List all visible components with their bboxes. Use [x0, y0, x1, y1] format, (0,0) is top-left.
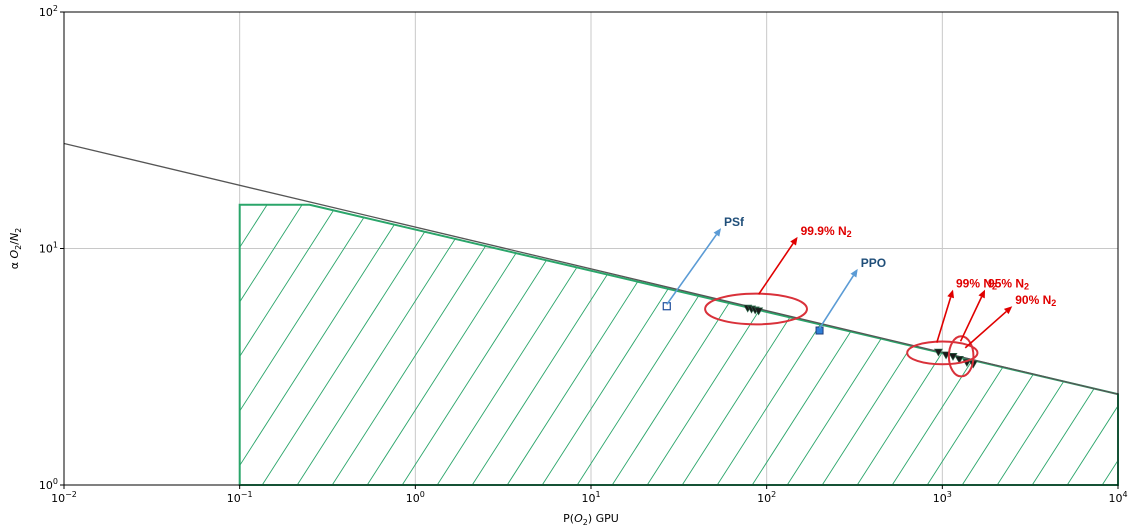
- annotation-arrowhead: [947, 289, 955, 299]
- y-tick-base: 10: [39, 6, 53, 19]
- y-axis-title-symbol: N: [8, 233, 21, 241]
- hatch-line: [239, 204, 465, 486]
- annotation-arrow: [666, 234, 718, 305]
- x-tick-label: 100: [406, 490, 425, 505]
- x-tick-exponent: 2: [771, 490, 776, 499]
- hatch-line: [1028, 204, 1118, 486]
- annotation-arrow: [818, 275, 855, 329]
- x-tick-label: 102: [757, 490, 776, 505]
- x-tick-label: 10−2: [51, 490, 77, 505]
- annotation-arrowhead: [850, 268, 858, 278]
- highlight-ellipse: [947, 335, 975, 378]
- highlight-ellipses: [704, 292, 979, 378]
- x-tick-base: 10: [406, 492, 420, 505]
- annotation-label-main: 95% N: [988, 277, 1024, 291]
- annotation-arrow: [959, 296, 983, 342]
- x-tick-base: 10: [581, 492, 595, 505]
- annotation-label-main: PSf: [724, 215, 745, 229]
- hatch-line: [0, 7, 9, 490]
- y-axis-title-part: /: [8, 241, 21, 245]
- annotation-label-subscript: 2: [992, 282, 997, 292]
- grid: [64, 12, 1118, 485]
- x-axis-title-part: ) GPU: [588, 512, 619, 525]
- annotation-label-main: 99.9% N: [801, 224, 847, 238]
- highlight-ellipse: [906, 340, 979, 366]
- x-tick-exponent: −1: [241, 490, 253, 499]
- annotation-arrow: [936, 297, 952, 343]
- annotation-arrowhead: [790, 236, 798, 246]
- x-ticks: 10−2 10−1 100 101 102 103 104: [51, 485, 1128, 505]
- annotation-label-subscript: 2: [1024, 282, 1029, 292]
- hatch-line: [993, 204, 1118, 486]
- annotation-arrowhead: [713, 228, 722, 237]
- annotation-arrowhead: [978, 289, 986, 299]
- y-tick-base: 10: [39, 479, 53, 492]
- x-tick-exponent: 1: [595, 490, 600, 499]
- annotation-label: 95% N2: [988, 277, 1029, 292]
- y-tick-exponent: 1: [53, 241, 58, 250]
- triangle-marker: [754, 307, 764, 316]
- annotation-label: 99.9% N2: [801, 224, 852, 239]
- annotation-label: PSf: [724, 215, 745, 229]
- x-axis-title: P(O2) GPU: [563, 512, 619, 527]
- x-tick-exponent: 3: [947, 490, 952, 499]
- annotation-label: PPO: [861, 256, 886, 270]
- x-axis-title-part: P(: [563, 512, 574, 525]
- highlight-ellipse: [704, 292, 808, 326]
- hatch-line: [293, 204, 605, 486]
- x-tick-base: 10: [1108, 492, 1122, 505]
- x-tick-exponent: 0: [420, 490, 425, 499]
- hatch-line: [239, 204, 430, 486]
- y-tick-exponent: 0: [53, 477, 58, 486]
- y-axis-title: α O2/N2: [8, 228, 23, 270]
- annotation-label-main: 99% N: [956, 277, 992, 291]
- annotation-label: 99% N2: [956, 277, 997, 292]
- annotation-label: 90% N2: [1015, 293, 1056, 308]
- data-points: [662, 302, 978, 369]
- y-axis-title-subscript: 2: [14, 228, 23, 233]
- annotation-label-subscript: 2: [847, 229, 852, 239]
- psf-marker: [662, 302, 671, 311]
- annotation-arrowhead: [1003, 306, 1013, 315]
- x-axis-title-subscript: 2: [583, 518, 588, 527]
- annotation-label-main: PPO: [861, 256, 886, 270]
- y-tick-exponent: 2: [53, 4, 58, 13]
- annotation-arrow: [757, 243, 794, 295]
- annotation-arrow: [964, 310, 1007, 349]
- y-tick-label: 100: [39, 477, 58, 492]
- x-tick-base: 10: [933, 492, 947, 505]
- x-axis-title-symbol: O: [574, 512, 583, 525]
- y-axis-title-part: α: [8, 259, 21, 270]
- hatch-line: [258, 204, 570, 486]
- x-tick-label: 10−1: [227, 490, 253, 505]
- x-tick-label: 104: [1108, 490, 1127, 505]
- region-outline: [238, 203, 1119, 486]
- x-tick-exponent: 4: [1122, 490, 1127, 499]
- x-tick-base: 10: [227, 492, 241, 505]
- y-tick-label: 102: [39, 4, 58, 19]
- y-axis-title-subscript: 2: [14, 245, 23, 250]
- x-tick-exponent: −2: [65, 490, 77, 499]
- x-tick-label: 101: [581, 490, 600, 505]
- x-tick-base: 10: [757, 492, 771, 505]
- triangle-marker: [954, 356, 964, 364]
- x-tick-label: 103: [933, 490, 952, 505]
- triangle-marker: [948, 353, 958, 361]
- hatch-line: [328, 204, 640, 486]
- y-tick-label: 101: [39, 241, 58, 256]
- hatch-line: [1063, 204, 1118, 486]
- triangle-marker: [933, 348, 943, 357]
- y-tick-base: 10: [39, 243, 53, 256]
- annotation-label-main: 90% N: [1015, 293, 1051, 307]
- x-tick-base: 10: [51, 492, 65, 505]
- hatch-line: [239, 204, 535, 486]
- y-axis-title-symbol: O: [8, 250, 21, 259]
- annotation-label-subscript: 2: [1051, 298, 1056, 308]
